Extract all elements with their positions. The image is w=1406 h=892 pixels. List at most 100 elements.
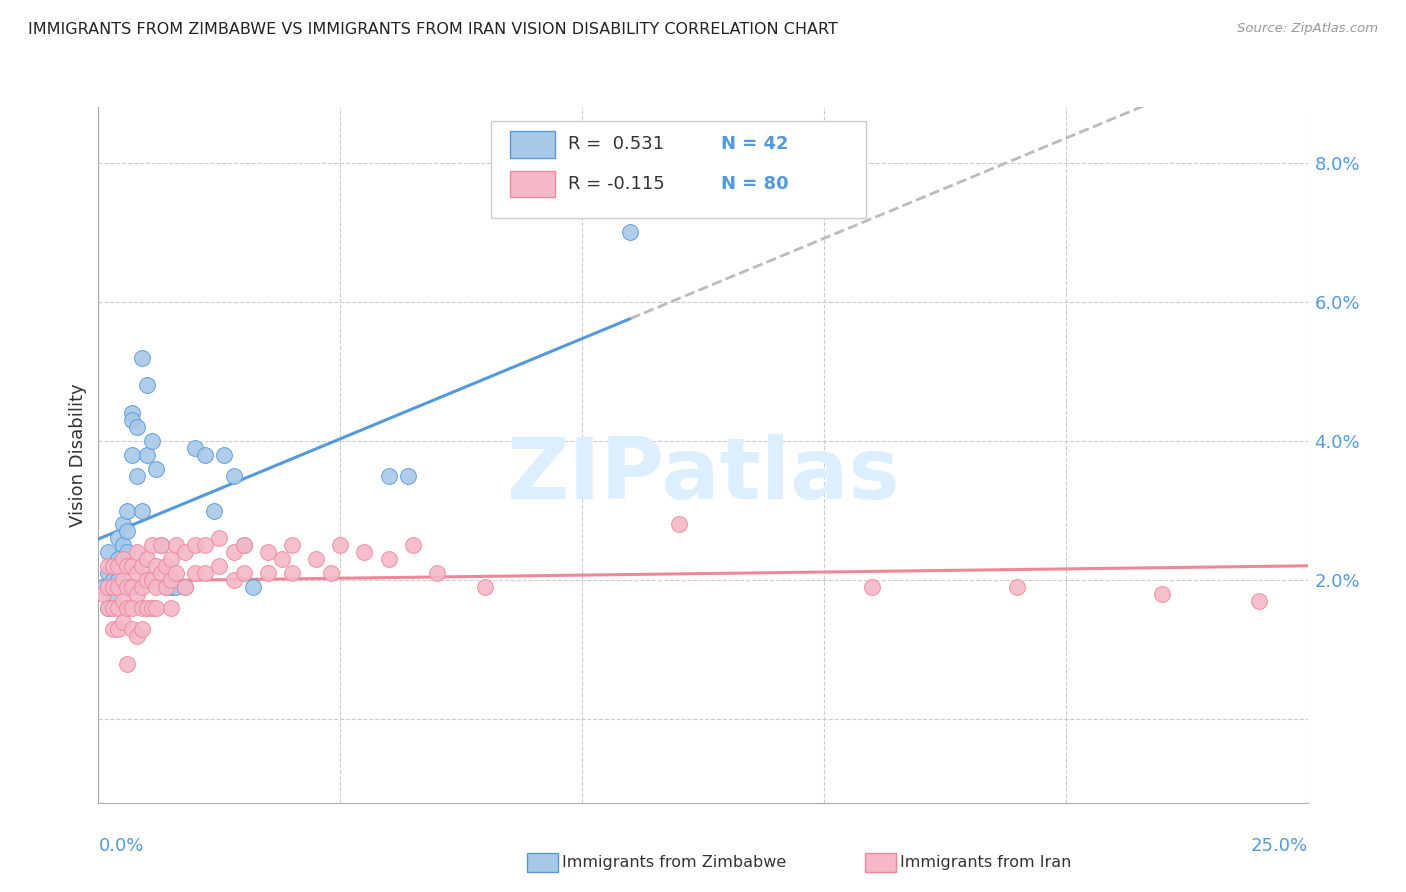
Point [127, 629, 149, 643]
Point [107, 622, 129, 636]
Point [402, 538, 425, 552]
Point [97, 566, 120, 581]
Point [145, 580, 167, 594]
Point [174, 580, 197, 594]
Point [256, 545, 278, 559]
Point [377, 468, 399, 483]
Point [111, 538, 134, 552]
Point [101, 587, 124, 601]
Point [131, 559, 153, 574]
FancyBboxPatch shape [509, 131, 555, 158]
Point [232, 566, 254, 581]
Point [242, 580, 264, 594]
Point [127, 420, 149, 434]
Point [160, 552, 183, 566]
Text: R = -0.115: R = -0.115 [568, 175, 664, 193]
Point [135, 573, 157, 587]
Point [111, 517, 134, 532]
Point [127, 587, 149, 601]
Point [1249, 594, 1271, 608]
Point [97, 545, 120, 559]
Point [271, 552, 294, 566]
Point [1007, 580, 1029, 594]
Point [97, 601, 120, 615]
Point [860, 580, 883, 594]
Point [107, 532, 129, 546]
Point [127, 566, 149, 581]
Point [131, 622, 153, 636]
Point [131, 351, 153, 365]
Point [150, 538, 173, 552]
Point [165, 538, 187, 552]
Point [155, 580, 177, 594]
Point [174, 580, 197, 594]
Text: 0.0%: 0.0% [98, 837, 143, 855]
Point [353, 545, 375, 559]
Point [141, 601, 163, 615]
Point [222, 468, 245, 483]
Point [131, 580, 153, 594]
Point [194, 566, 217, 581]
Point [377, 552, 399, 566]
Point [256, 566, 278, 581]
Text: IMMIGRANTS FROM ZIMBABWE VS IMMIGRANTS FROM IRAN VISION DISABILITY CORRELATION C: IMMIGRANTS FROM ZIMBABWE VS IMMIGRANTS F… [28, 22, 838, 37]
Text: ZIPatlas: ZIPatlas [506, 434, 900, 517]
Point [97, 601, 120, 615]
Point [141, 573, 163, 587]
Point [145, 559, 167, 574]
Point [396, 468, 419, 483]
Point [165, 580, 187, 594]
Point [160, 573, 183, 587]
Text: N = 80: N = 80 [721, 175, 789, 193]
Y-axis label: Vision Disability: Vision Disability [69, 383, 87, 527]
Point [150, 538, 173, 552]
Point [101, 622, 124, 636]
Point [232, 538, 254, 552]
Point [107, 601, 129, 615]
Point [121, 406, 143, 420]
Point [668, 517, 690, 532]
Point [97, 580, 120, 594]
Point [117, 601, 139, 615]
Point [111, 552, 134, 566]
Point [121, 559, 143, 574]
Point [204, 503, 226, 517]
Point [117, 545, 139, 559]
Point [155, 580, 177, 594]
Point [127, 545, 149, 559]
Text: 25.0%: 25.0% [1250, 837, 1308, 855]
Text: R =  0.531: R = 0.531 [568, 135, 664, 153]
Point [97, 559, 120, 574]
Point [135, 601, 157, 615]
Point [107, 559, 129, 574]
Point [150, 566, 173, 581]
FancyBboxPatch shape [492, 121, 866, 219]
Point [426, 566, 449, 581]
Point [107, 552, 129, 566]
Point [165, 566, 187, 581]
Point [135, 552, 157, 566]
Point [111, 559, 134, 574]
Point [121, 580, 143, 594]
Point [107, 580, 129, 594]
Point [194, 538, 217, 552]
Point [184, 566, 207, 581]
Point [155, 559, 177, 574]
Point [474, 580, 496, 594]
Point [160, 601, 183, 615]
Text: Immigrants from Zimbabwe: Immigrants from Zimbabwe [562, 855, 786, 870]
Point [281, 538, 304, 552]
Point [121, 413, 143, 427]
Point [141, 434, 163, 448]
Point [141, 538, 163, 552]
Point [101, 573, 124, 587]
Point [117, 657, 139, 671]
Point [145, 601, 167, 615]
Point [212, 448, 235, 462]
Point [222, 545, 245, 559]
Point [232, 538, 254, 552]
Point [117, 524, 139, 539]
Point [117, 503, 139, 517]
Point [194, 448, 217, 462]
Point [91, 580, 114, 594]
